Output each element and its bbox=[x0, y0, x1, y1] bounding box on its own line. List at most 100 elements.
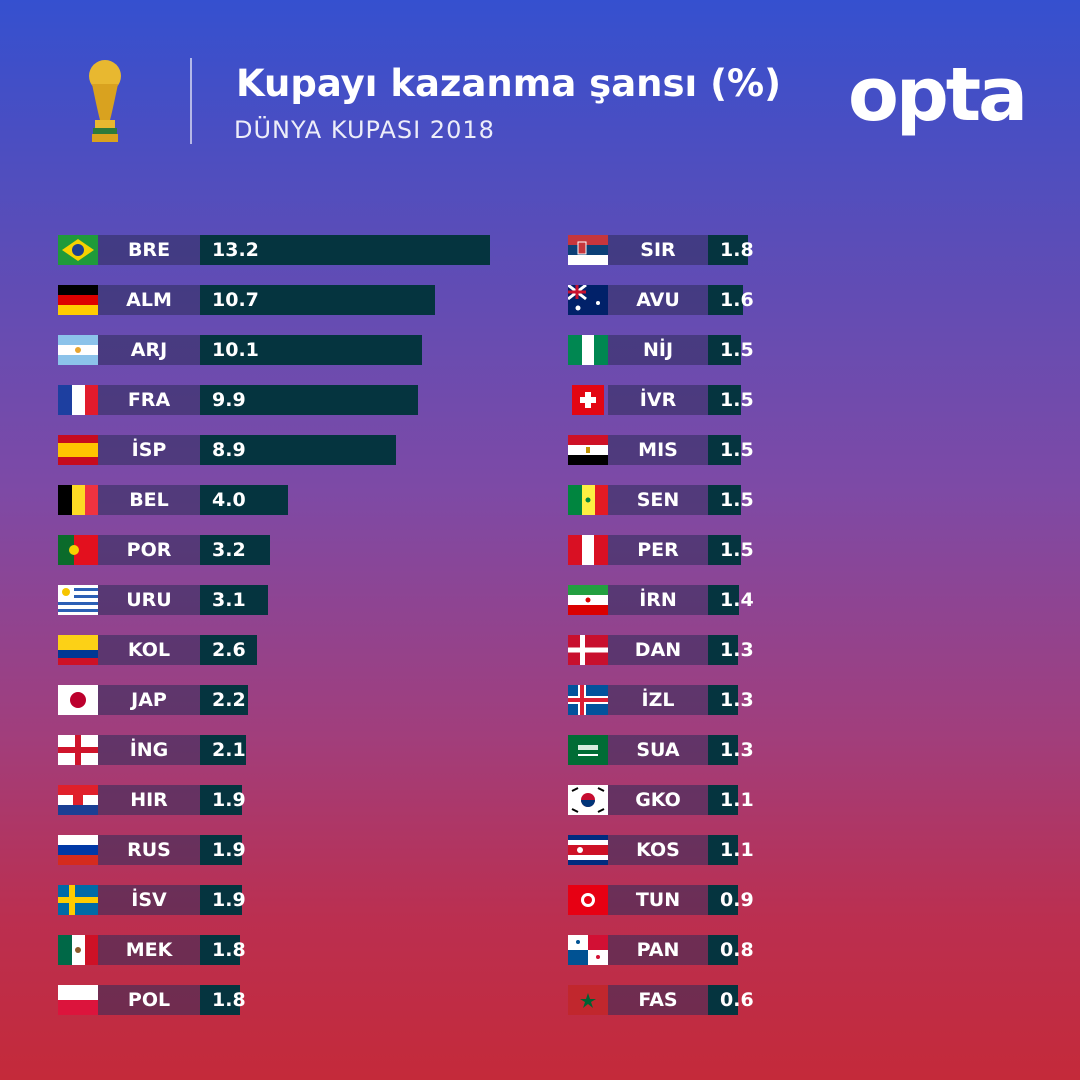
category-label: BEL bbox=[98, 485, 200, 515]
data-label: 0.9 bbox=[720, 889, 754, 911]
bar-row: İZL 1.3 bbox=[568, 685, 754, 715]
flag-icon bbox=[58, 785, 98, 815]
category-label: İSP bbox=[98, 435, 200, 465]
bar bbox=[200, 585, 269, 615]
data-label: 1.5 bbox=[720, 539, 754, 561]
bar-row: SEN 1.5 bbox=[568, 485, 754, 515]
bar bbox=[200, 885, 242, 915]
flag-icon bbox=[568, 235, 608, 265]
category-label: MIS bbox=[608, 435, 708, 465]
category-label: HIR bbox=[98, 785, 200, 815]
category-label: RUS bbox=[98, 835, 200, 865]
flag-icon bbox=[58, 485, 98, 515]
bar-row: HIR 1.9 bbox=[58, 785, 246, 815]
bar bbox=[200, 985, 240, 1015]
data-label: 1.8 bbox=[720, 239, 754, 261]
category-label: POL bbox=[98, 985, 200, 1015]
bar-row: PAN 0.8 bbox=[568, 935, 754, 965]
bar-row: İRN 1.4 bbox=[568, 585, 754, 615]
bar bbox=[708, 935, 738, 965]
data-label: 1.8 bbox=[212, 989, 246, 1011]
category-label: ALM bbox=[98, 285, 200, 315]
bar bbox=[200, 285, 436, 315]
bar bbox=[200, 535, 271, 565]
bar-row: MIS 1.5 bbox=[568, 435, 754, 465]
bar-row: MEK 1.8 bbox=[58, 935, 246, 965]
bar bbox=[708, 285, 744, 315]
category-label: İSV bbox=[98, 885, 200, 915]
flag-icon bbox=[568, 585, 608, 615]
category-label: KOL bbox=[98, 635, 200, 665]
category-label: JAP bbox=[98, 685, 200, 715]
data-label: 1.5 bbox=[720, 339, 754, 361]
category-label: İRN bbox=[608, 585, 708, 615]
data-label: 13.2 bbox=[212, 239, 259, 261]
flag-icon bbox=[58, 935, 98, 965]
bar-row: AVU 1.6 bbox=[568, 285, 754, 315]
flag-icon bbox=[568, 785, 608, 815]
bar-row: FRA 9.9 bbox=[58, 385, 418, 415]
bar bbox=[708, 435, 741, 465]
data-label: 1.6 bbox=[720, 289, 754, 311]
bar bbox=[708, 235, 748, 265]
bar bbox=[200, 935, 240, 965]
bar-row: TUN 0.9 bbox=[568, 885, 754, 915]
bar bbox=[708, 485, 741, 515]
data-label: 2.6 bbox=[212, 639, 246, 661]
data-label: 1.5 bbox=[720, 439, 754, 461]
data-label: 1.8 bbox=[212, 939, 246, 961]
bar bbox=[200, 735, 247, 765]
category-label: URU bbox=[98, 585, 200, 615]
flag-icon bbox=[58, 335, 98, 365]
category-label: TUN bbox=[608, 885, 708, 915]
bar bbox=[200, 485, 288, 515]
bar bbox=[708, 385, 741, 415]
data-label: 1.5 bbox=[720, 489, 754, 511]
bar-row: SIR 1.8 bbox=[568, 235, 754, 265]
data-label: 2.1 bbox=[212, 739, 246, 761]
flag-icon bbox=[58, 885, 98, 915]
flag-icon bbox=[58, 235, 98, 265]
data-label: 1.9 bbox=[212, 839, 246, 861]
bar-row: İSV 1.9 bbox=[58, 885, 246, 915]
flag-icon bbox=[58, 285, 98, 315]
bar-row: FAS 0.6 bbox=[568, 985, 754, 1015]
bar-row: RUS 1.9 bbox=[58, 835, 246, 865]
flag-icon bbox=[568, 635, 608, 665]
data-label: 1.9 bbox=[212, 889, 246, 911]
chart-subtitle: DÜNYA KUPASI 2018 bbox=[234, 116, 495, 144]
data-label: 1.9 bbox=[212, 789, 246, 811]
flag-icon bbox=[568, 685, 608, 715]
bar bbox=[200, 385, 418, 415]
chart-title: Kupayı kazanma şansı (%) bbox=[236, 62, 781, 105]
category-label: MEK bbox=[98, 935, 200, 965]
data-label: 1.3 bbox=[720, 689, 754, 711]
header-divider bbox=[190, 58, 192, 144]
bar-row: BRE 13.2 bbox=[58, 235, 491, 265]
bar bbox=[708, 785, 738, 815]
category-label: POR bbox=[98, 535, 200, 565]
category-label: SEN bbox=[608, 485, 708, 515]
bar bbox=[200, 335, 423, 365]
bar-row: ALM 10.7 bbox=[58, 285, 436, 315]
flag-icon bbox=[568, 885, 608, 915]
data-label: 0.6 bbox=[720, 989, 754, 1011]
category-label: AVU bbox=[608, 285, 708, 315]
data-label: 4.0 bbox=[212, 489, 246, 511]
category-label: SIR bbox=[608, 235, 708, 265]
bar bbox=[708, 635, 738, 665]
flag-icon bbox=[58, 385, 98, 415]
bar-row: NİJ 1.5 bbox=[568, 335, 754, 365]
bar-row: İSP 8.9 bbox=[58, 435, 396, 465]
flag-icon bbox=[58, 585, 98, 615]
category-label: SUA bbox=[608, 735, 708, 765]
bar-row: POR 3.2 bbox=[58, 535, 271, 565]
bar bbox=[708, 535, 741, 565]
bar-row: PER 1.5 bbox=[568, 535, 754, 565]
bar-row: ARJ 10.1 bbox=[58, 335, 423, 365]
flag-icon bbox=[58, 985, 98, 1015]
data-label: 1.1 bbox=[720, 789, 754, 811]
category-label: ARJ bbox=[98, 335, 200, 365]
flag-icon bbox=[568, 285, 608, 315]
bar bbox=[200, 235, 491, 265]
